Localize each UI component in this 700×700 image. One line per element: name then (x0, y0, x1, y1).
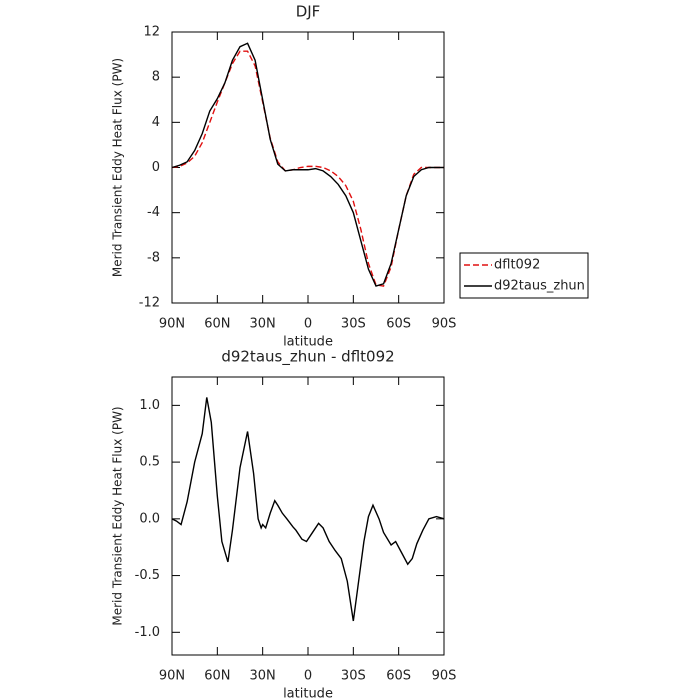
x-tick-label: 60N (204, 669, 230, 684)
legend-box (459, 252, 589, 299)
y-tick-label: 8 (152, 70, 160, 85)
y-axis-label: Merid Transient Eddy Heat Flux (PW) (111, 58, 125, 277)
x-axis-label: latitude (283, 687, 333, 700)
y-axis-label: Merid Transient Eddy Heat Flux (PW) (111, 406, 125, 625)
plot-frame (171, 376, 445, 656)
x-tick-label: 30N (250, 669, 276, 684)
y-tick-label: -12 (139, 296, 160, 311)
x-tick-label: 0 (304, 669, 312, 684)
x-tick-label: 90S (432, 317, 457, 332)
y-tick-label: 0 (152, 160, 160, 175)
y-tick-label: 0.0 (139, 511, 160, 526)
x-tick-label: 60N (204, 317, 230, 332)
x-tick-label: 0 (304, 317, 312, 332)
y-tick-label: -4 (147, 205, 160, 220)
chart-title: DJF (296, 3, 321, 21)
x-tick-label: 90N (159, 669, 185, 684)
x-tick-label: 60S (386, 669, 411, 684)
y-tick-label: 12 (143, 25, 160, 40)
x-tick-label: 90S (432, 669, 457, 684)
data-line (171, 397, 445, 622)
y-tick-label: -8 (147, 250, 160, 265)
x-tick-label: 30S (341, 317, 366, 332)
y-tick-label: -1.0 (135, 625, 160, 640)
chart-title: d92taus_zhun - dflt092 (221, 348, 394, 367)
data-line (171, 42, 444, 287)
y-tick-label: 1.0 (139, 398, 160, 413)
legend-label: d92taus_zhun (494, 279, 585, 294)
y-tick-label: 0.5 (139, 455, 160, 470)
legend-label: dflt092 (494, 258, 540, 273)
x-axis-label: latitude (283, 335, 333, 350)
x-tick-label: 60S (386, 317, 411, 332)
data-line (171, 50, 444, 287)
y-tick-label: 4 (152, 115, 160, 130)
x-tick-label: 30S (341, 669, 366, 684)
plot-frame (171, 31, 445, 304)
x-tick-label: 30N (250, 317, 276, 332)
x-tick-label: 90N (159, 317, 185, 332)
y-tick-label: -0.5 (135, 568, 160, 583)
